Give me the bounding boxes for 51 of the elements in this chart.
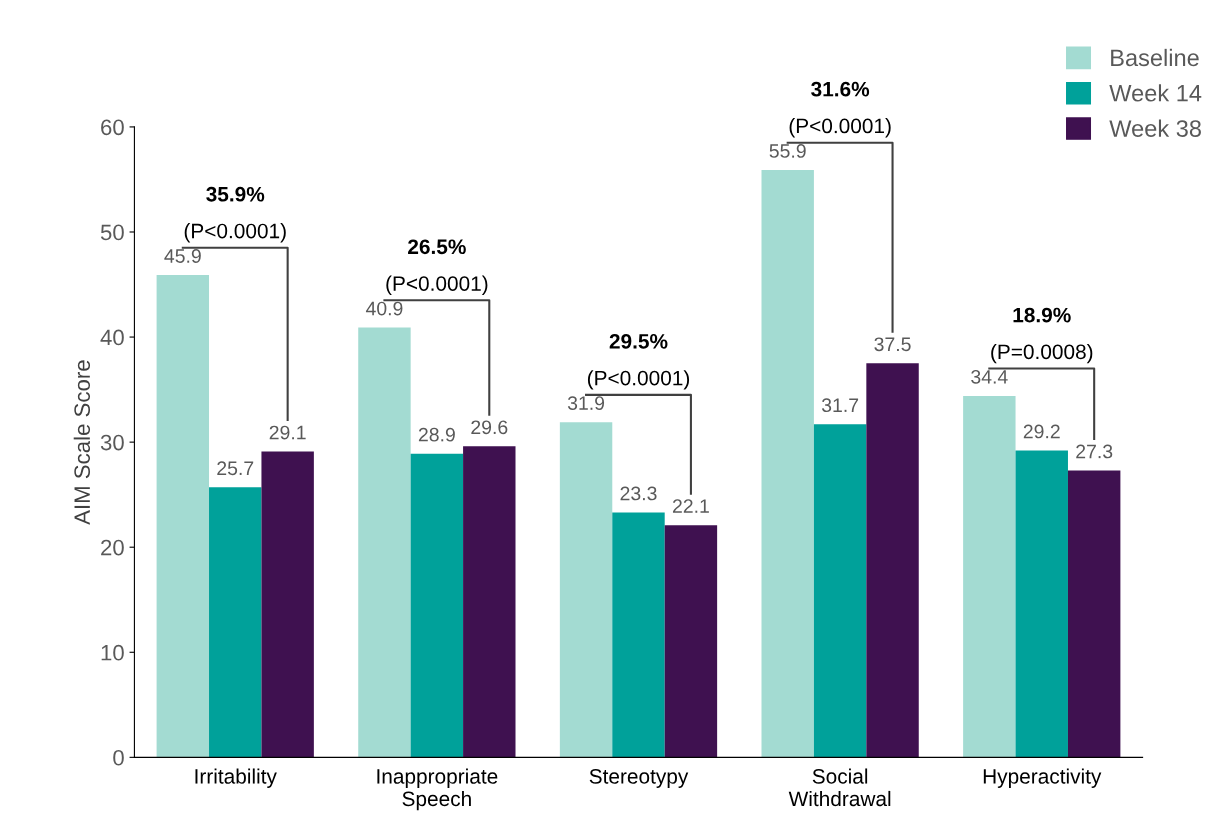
bar [209, 487, 262, 758]
annotation: 26.5% (P<0.0001) [386, 239, 488, 296]
x-tick-label: Irritability [195, 768, 277, 788]
y-tick-label: 20 [101, 539, 124, 556]
bar [1067, 470, 1121, 758]
x-tick-label: Inappropriate Speech [377, 768, 498, 811]
data-label: 23.3 [620, 486, 657, 501]
data-label: 29.2 [1023, 424, 1060, 439]
bar [156, 275, 210, 758]
bar [761, 170, 814, 758]
data-label: 45.9 [164, 249, 201, 263]
y-tick-label: 60 [101, 119, 124, 136]
data-label: 28.9 [418, 427, 455, 442]
bar [664, 525, 718, 758]
data-label: 40.9 [365, 301, 403, 316]
data-label: 22.1 [672, 499, 709, 513]
y-tick-label: 30 [100, 434, 124, 451]
legend-label: Baseline [1111, 48, 1199, 67]
bar [463, 446, 516, 758]
bar [1015, 450, 1068, 758]
bar [963, 395, 1016, 758]
bar [612, 512, 665, 758]
bar [358, 327, 411, 758]
legend-label: Week 14 [1109, 84, 1202, 102]
x-tick-label: Social Withdrawal [788, 768, 891, 807]
data-label: 29.6 [471, 420, 508, 435]
data-label: 31.7 [821, 398, 859, 413]
annotation: 18.9% (P=0.0008) [991, 307, 1093, 364]
y-axis-title: AIM Scale Score [73, 360, 91, 525]
y-tick-label: 10 [101, 644, 124, 661]
x-tick-label: Hyperactivity [983, 768, 1102, 788]
bar [813, 424, 867, 758]
data-label: 37.5 [874, 337, 911, 352]
data-label: 29.1 [269, 425, 306, 440]
y-tick-label: 0 [113, 749, 124, 766]
bar [866, 363, 919, 758]
data-label: 25.7 [217, 461, 254, 476]
data-label: 27.3 [1076, 444, 1113, 459]
bar [410, 453, 464, 758]
x-tick-label: Stereotypy [589, 769, 689, 788]
bar [261, 451, 314, 758]
annotation: 29.5% (P<0.0001) [587, 333, 690, 390]
annotation: 31.6% (P<0.0001) [789, 81, 891, 138]
data-label: 31.9 [567, 396, 605, 410]
legend-label: Week 38 [1109, 119, 1201, 137]
y-tick-label: 40 [100, 329, 124, 346]
annotation: 35.9% (P<0.0001) [184, 186, 286, 243]
y-tick-label: 50 [100, 224, 124, 241]
data-label: 55.9 [769, 144, 806, 158]
bar [559, 422, 613, 758]
data-label: 34.4 [971, 369, 1008, 384]
